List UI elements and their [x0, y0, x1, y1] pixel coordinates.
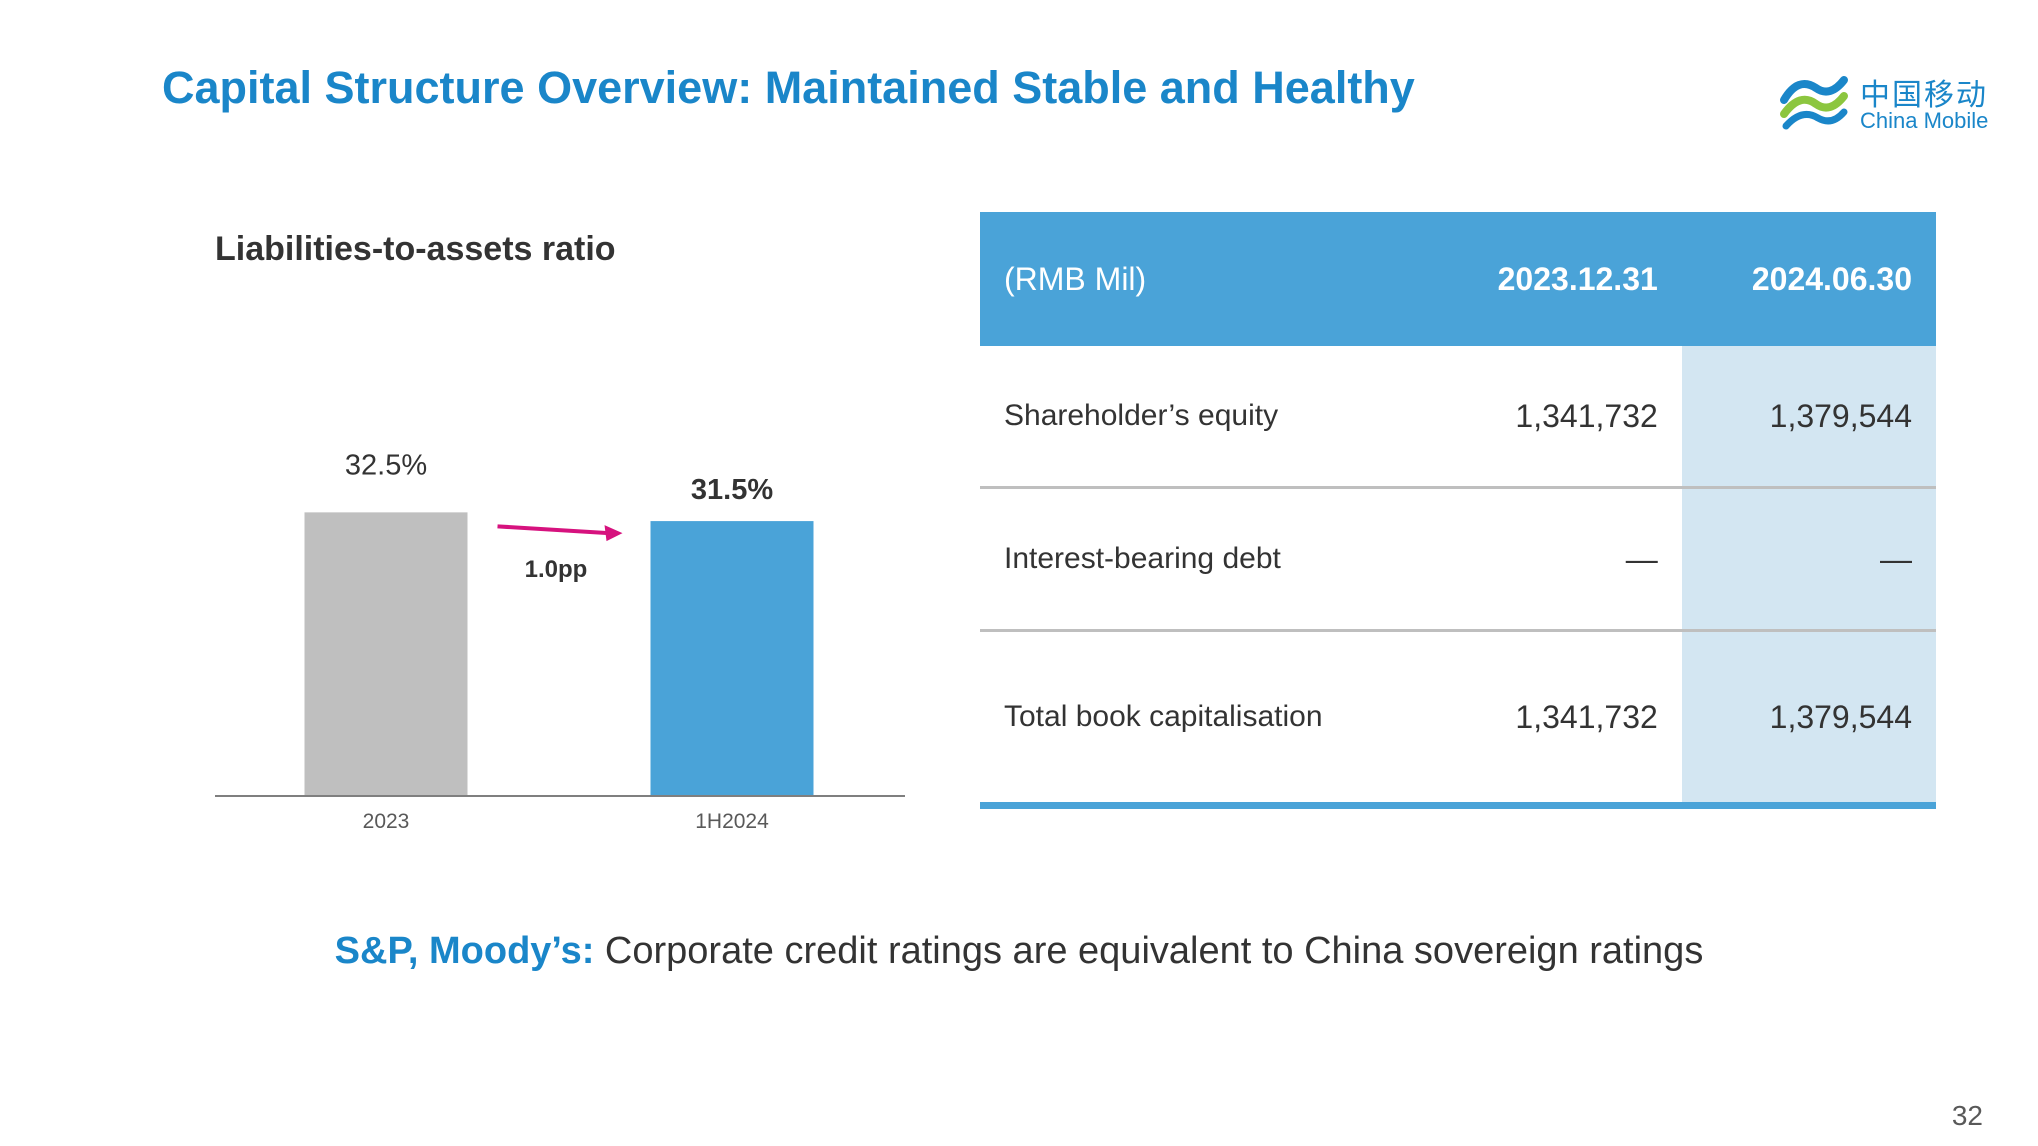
row-label: Total book capitalisation — [980, 630, 1428, 809]
table-row: Total book capitalisation 1,341,732 1,37… — [980, 630, 1936, 809]
unit-header: (RMB Mil) — [980, 212, 1428, 346]
cell-2023: — — [1427, 487, 1682, 632]
logo-text-cn: 中国移动 — [1860, 79, 1988, 112]
table-header-row: (RMB Mil) 2023.12.31 2024.06.30 — [980, 212, 1936, 346]
ratings-text: Corporate credit ratings are equivalent … — [594, 930, 1704, 972]
data-label-1H2024: 31.5% — [691, 474, 773, 506]
table-row: Shareholder’s equity 1,341,732 1,379,544 — [980, 346, 1936, 489]
cell-2024: 1,379,544 — [1681, 346, 1936, 489]
cell-2024: — — [1681, 487, 1936, 632]
row-label: Shareholder’s equity — [980, 346, 1428, 489]
table-row: Interest-bearing debt — — — [980, 487, 1936, 632]
china-mobile-logo-icon — [1780, 76, 1848, 130]
page-number: 32 — [1951, 1100, 1983, 1131]
tick-label-2023: 2023 — [363, 810, 410, 833]
change-arrow-head — [604, 525, 623, 542]
bar-2023 — [304, 512, 468, 796]
ratings-note: S&P, Moody’s: Corporate credit ratings a… — [0, 930, 2038, 973]
change-annotation-label: 1.0pp — [525, 556, 588, 583]
bar-1H2024 — [650, 521, 814, 796]
row-label: Interest-bearing debt — [980, 487, 1428, 632]
change-arrow-line — [497, 524, 609, 536]
col-header-2023: 2023.12.31 — [1427, 212, 1682, 346]
cell-2024: 1,379,544 — [1681, 630, 1936, 809]
col-header-2024: 2024.06.30 — [1681, 212, 1936, 346]
tick-label-1H2024: 1H2024 — [695, 810, 769, 833]
page-title: Capital Structure Overview: Maintained S… — [162, 62, 1415, 113]
chart-title: Liabilities-to-assets ratio — [215, 230, 616, 268]
cell-2023: 1,341,732 — [1427, 630, 1682, 809]
liabilities-ratio-chart: 32.5% 2023 31.5% 1H2024 1.0pp — [215, 449, 905, 833]
ratings-agencies: S&P, Moody’s: — [334, 930, 595, 972]
capital-structure-table: (RMB Mil) 2023.12.31 2024.06.30 Sharehol… — [980, 212, 1936, 809]
china-mobile-logo: 中国移动 China Mobile — [1778, 66, 1988, 136]
logo-text-en: China Mobile — [1860, 108, 1989, 133]
cell-2023: 1,341,732 — [1427, 346, 1682, 489]
data-label-2023: 32.5% — [345, 449, 427, 481]
